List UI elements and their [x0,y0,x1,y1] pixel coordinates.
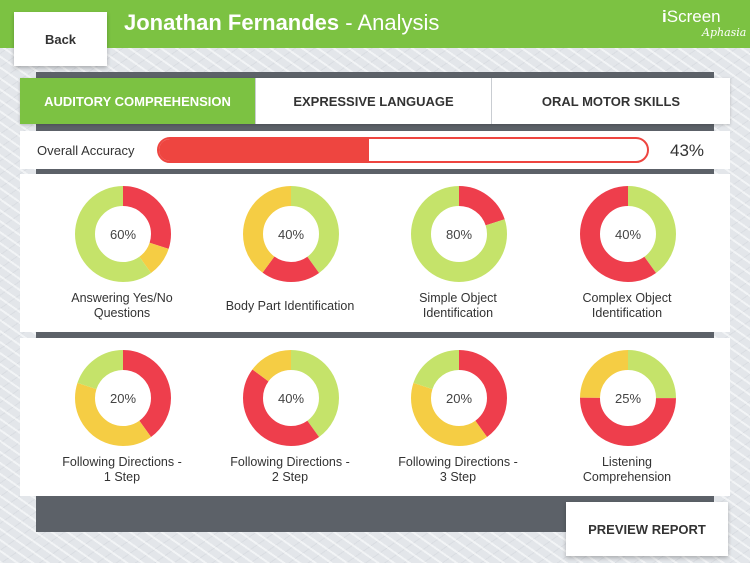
result-card[interactable]: 40% Following Directions -2 Step [205,338,375,496]
page-title: Jonathan Fernandes - Analysis [124,10,439,36]
donut-chart [243,186,339,282]
logo-i: i [662,7,667,26]
card-label: Simple Object Identification [419,291,497,320]
result-card[interactable]: 40% Complex Object Identification [542,174,712,332]
result-card[interactable]: 40% Body Part Identification [205,174,375,332]
donut-segment-partial [243,186,339,282]
donut-segment-correct [411,186,507,282]
donut-percent: 25% [614,390,642,406]
donut-segment-partial [411,350,507,446]
donut-chart [243,350,339,446]
patient-name: Jonathan Fernandes [124,10,340,35]
back-button[interactable]: Back [14,12,107,66]
app-header: Jonathan Fernandes - Analysis iScreen Ap… [0,0,750,48]
result-card[interactable]: 25% Listening Comprehension [542,338,712,496]
card-label: Following Directions -3 Step [398,455,518,484]
results-row-1: 60% Answering Yes/No Questions 40% Body P… [20,174,730,332]
card-label: Body Part Identification [225,299,355,313]
overall-accuracy-fill [159,139,369,161]
donut-segment-partial [580,350,676,446]
donut-percent: 40% [277,226,305,242]
overall-accuracy-value: 43% [670,141,705,160]
preview-report-button[interactable]: PREVIEW REPORT [566,502,728,556]
donut-segment-incorrect [243,350,339,446]
donut-percent: 40% [277,390,305,406]
donut-segment-correct [75,350,171,446]
donut-segment-incorrect [580,350,676,446]
donut-percent: 60% [109,226,137,242]
card-label: Following Directions -2 Step [230,455,350,484]
overall-accuracy-bar [157,137,649,163]
card-label: Answering Yes/No Questions [71,291,173,320]
tab-auditory-comprehension[interactable]: AUDITORY COMPREHENSION [20,78,256,124]
tab-expressive-language[interactable]: EXPRESSIVE LANGUAGE [256,78,492,124]
donut-chart [411,186,507,282]
result-card[interactable]: 60% Answering Yes/No Questions [37,174,207,332]
overall-accuracy-row: Overall Accuracy 43% [20,131,730,169]
donut-segment-partial [75,350,171,446]
donut-percent: 80% [445,226,473,242]
category-tabs: AUDITORY COMPREHENSION EXPRESSIVE LANGUA… [20,78,730,124]
donut-segment-partial [243,350,339,446]
card-label: Complex Object Identification [582,291,672,320]
title-suffix: - Analysis [339,10,440,35]
donut-segment-correct [75,186,171,282]
donut-chart [580,186,676,282]
tab-oral-motor-skills[interactable]: ORAL MOTOR SKILLS [541,93,681,109]
donut-percent: 40% [614,226,642,242]
donut-segment-incorrect [580,186,676,282]
iscreen-aphasia-logo: iScreen Aphasia [662,7,746,44]
donut-chart [75,186,171,282]
donut-chart [580,350,676,446]
donut-percent: 20% [109,390,137,406]
logo-screen: Screen [666,7,721,26]
result-card[interactable]: 20% Following Directions -3 Step [373,338,543,496]
overall-accuracy-label: Overall Accuracy [37,143,135,158]
donut-percent: 20% [445,390,473,406]
donut-chart [411,350,507,446]
card-label: Following Directions -1 Step [62,455,182,484]
donut-segment-correct [411,350,507,446]
card-label: Listening Comprehension [582,455,672,484]
donut-segment-incorrect [243,186,339,282]
result-card[interactable]: 80% Simple Object Identification [373,174,543,332]
donut-chart [75,350,171,446]
logo-subtitle: Aphasia [702,26,747,39]
result-card[interactable]: 20% Following Directions -1 Step [37,338,207,496]
results-row-2: 20% Following Directions -1 Step 40% Fol… [20,338,730,496]
